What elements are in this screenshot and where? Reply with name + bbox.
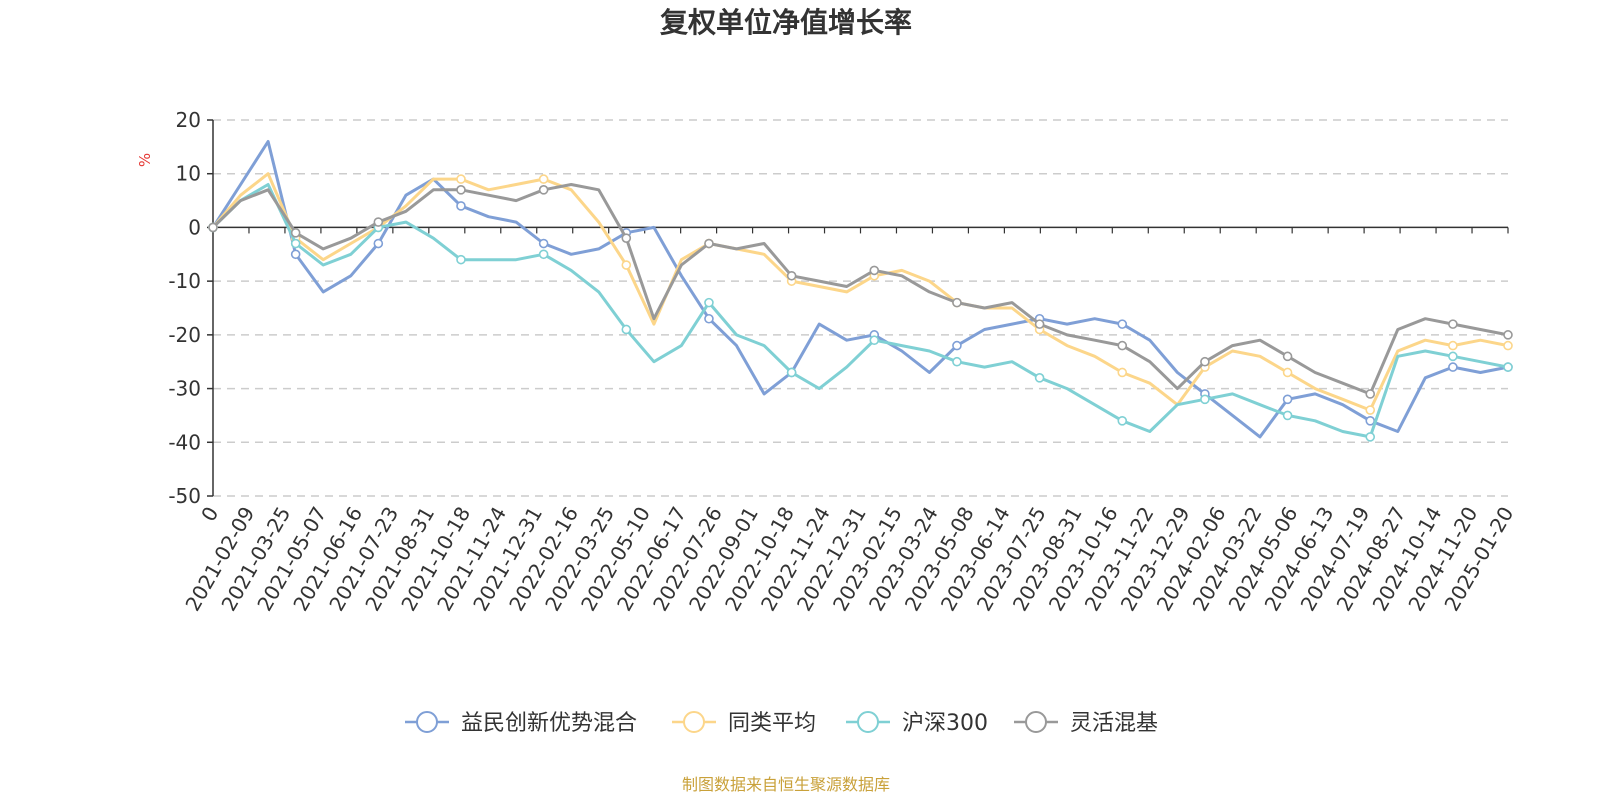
legend: 益民创新优势混合 同类平均 沪深300 灵活混基	[405, 711, 1158, 736]
series-point	[1448, 340, 1458, 351]
series-point	[290, 228, 301, 238]
y-tick-labels: 20 10 0 -10 -20 -30 -40 -50	[168, 108, 201, 508]
source-note: 制图数据来自恒生聚源数据库	[682, 775, 890, 794]
legend-label-1: 同类平均	[728, 711, 816, 736]
series-point	[1282, 367, 1293, 378]
series-point	[373, 217, 384, 227]
series-point	[1365, 405, 1376, 415]
series-point	[1282, 410, 1293, 421]
series-lines	[208, 140, 1513, 442]
series-point	[1117, 367, 1128, 378]
x-tick-labels: 02021-02-092021-03-252021-05-072021-06-1…	[180, 503, 1518, 616]
series-point	[621, 324, 632, 335]
series-line-1	[211, 172, 1509, 412]
series-point	[373, 238, 384, 249]
series-point	[621, 233, 632, 243]
legend-marker	[683, 711, 705, 733]
series-point	[1117, 319, 1128, 329]
series-point	[290, 249, 301, 260]
series-point	[952, 356, 962, 367]
series-point	[1503, 362, 1513, 372]
grid-lines	[213, 119, 1508, 497]
series-point	[1365, 389, 1376, 399]
series-point	[704, 313, 714, 324]
legend-label-0: 益民创新优势混合	[461, 711, 637, 736]
series-point	[869, 335, 880, 346]
series-point	[1282, 351, 1293, 362]
series-point	[1503, 340, 1513, 351]
series-point	[538, 185, 549, 195]
y-tick-label-2: 0	[188, 215, 201, 239]
axes	[207, 119, 1509, 497]
legend-label-3: 灵活混基	[1070, 711, 1158, 736]
series-point	[1117, 415, 1128, 426]
series-point	[1448, 362, 1458, 372]
series-point	[290, 238, 301, 249]
legend-marker	[857, 711, 879, 733]
series-point	[952, 340, 962, 351]
series-point	[869, 265, 880, 276]
series-point	[1034, 319, 1045, 329]
y-tick-label-1: 10	[176, 162, 201, 186]
series-point	[538, 174, 549, 184]
series-point	[1034, 373, 1045, 383]
series-point	[621, 260, 632, 270]
series-point	[786, 270, 797, 281]
series-point	[1117, 340, 1128, 351]
series-point	[1448, 319, 1458, 329]
y-axis-unit: %	[136, 153, 154, 167]
series-point	[538, 238, 549, 249]
series-point	[1282, 394, 1293, 405]
legend-marker	[416, 711, 438, 733]
series-point	[538, 249, 549, 260]
series-point	[786, 367, 797, 378]
series-point	[1365, 432, 1376, 442]
series-line-0	[211, 140, 1509, 439]
y-tick-label-6: -40	[168, 430, 201, 454]
legend-label-2: 沪深300	[902, 711, 988, 736]
series-point	[1503, 330, 1513, 340]
series-line-2	[211, 183, 1509, 439]
series-point	[704, 297, 714, 308]
series-point	[456, 201, 466, 211]
series-point	[456, 185, 466, 195]
y-tick-label-0: 20	[176, 108, 201, 132]
x-tick-label-0: 0	[196, 503, 223, 526]
series-point	[456, 254, 466, 265]
series-line-3	[211, 183, 1509, 396]
series-point	[704, 238, 714, 249]
series-point	[952, 297, 962, 308]
series-point	[208, 222, 218, 233]
series-point	[1200, 356, 1210, 367]
series-point	[1200, 394, 1210, 405]
chart-title: 复权单位净值增长率	[660, 6, 912, 39]
series-point	[1448, 351, 1458, 362]
legend-marker	[1025, 711, 1047, 733]
y-tick-label-5: -30	[168, 377, 201, 401]
y-tick-label-7: -50	[168, 484, 201, 508]
series-point	[1365, 415, 1376, 426]
y-tick-label-4: -20	[168, 323, 201, 347]
y-tick-label-3: -10	[168, 269, 201, 293]
series-point	[456, 174, 466, 184]
